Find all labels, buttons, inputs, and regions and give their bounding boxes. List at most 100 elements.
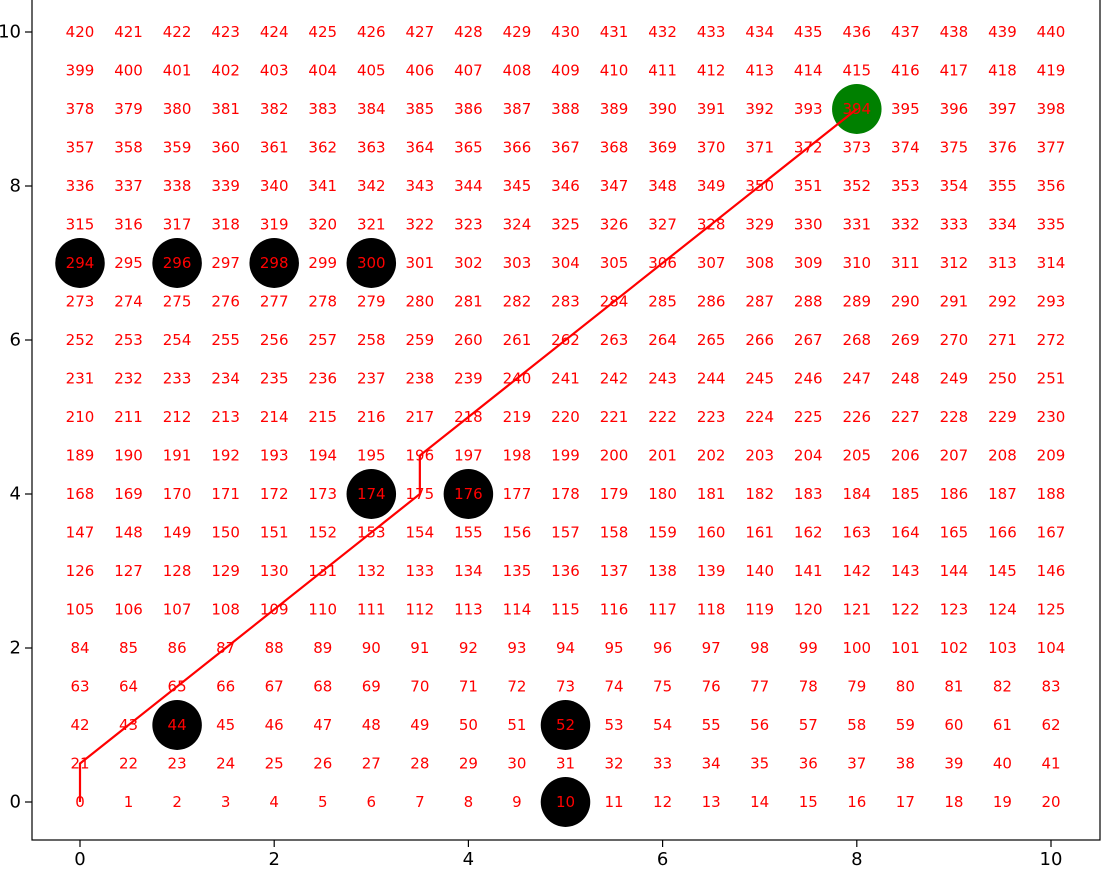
x-tick-label: 6: [657, 849, 668, 870]
obstacle-marker: [55, 238, 105, 288]
cell-label: 234: [211, 370, 240, 388]
cell-label: 267: [794, 331, 823, 349]
cell-label: 12: [653, 793, 672, 811]
cell-label: 418: [988, 62, 1017, 80]
cell-label: 217: [406, 408, 435, 426]
cell-label: 389: [600, 100, 629, 118]
obstacle-label: 10: [556, 793, 575, 811]
cell-label: 157: [551, 524, 580, 542]
cell-label: 105: [66, 601, 95, 619]
cell-label: 186: [940, 485, 969, 503]
cell-label: 90: [362, 639, 381, 657]
cell-label: 440: [1037, 23, 1066, 41]
cell-label: 208: [988, 447, 1017, 465]
cell-label: 410: [600, 62, 629, 80]
cell-label: 55: [702, 716, 721, 734]
cell-label: 295: [114, 254, 143, 272]
cell-label: 281: [454, 293, 483, 311]
cell-label: 268: [842, 331, 871, 349]
cell-label: 211: [114, 408, 143, 426]
cell-label: 309: [794, 254, 823, 272]
cell-label: 251: [1037, 370, 1066, 388]
cell-label: 276: [211, 293, 240, 311]
cell-label: 426: [357, 23, 386, 41]
obstacle-marker: [152, 238, 202, 288]
cell-label: 409: [551, 62, 580, 80]
cell-label: 413: [745, 62, 774, 80]
cell-label: 326: [600, 216, 629, 234]
obstacle-label: 294: [66, 254, 95, 272]
cell-label: 106: [114, 601, 143, 619]
cell-label: 396: [940, 100, 969, 118]
x-tick-label: 4: [463, 849, 474, 870]
cell-label: 143: [891, 562, 920, 580]
cell-label: 264: [648, 331, 677, 349]
cell-label: 233: [163, 370, 192, 388]
cell-label: 193: [260, 447, 289, 465]
cell-label: 380: [163, 100, 192, 118]
x-tick-label: 0: [74, 849, 85, 870]
cell-label: 45: [216, 716, 235, 734]
cell-label: 212: [163, 408, 192, 426]
cell-label: 216: [357, 408, 386, 426]
cell-label: 205: [842, 447, 871, 465]
cell-label: 263: [600, 331, 629, 349]
cell-label: 121: [842, 601, 871, 619]
cell-label: 56: [750, 716, 769, 734]
cell-label: 280: [406, 293, 435, 311]
cell-label: 51: [507, 716, 526, 734]
cell-label: 113: [454, 601, 483, 619]
cell-label: 344: [454, 177, 483, 195]
cell-label: 429: [503, 23, 532, 41]
cell-label: 91: [410, 639, 429, 657]
cell-label: 314: [1037, 254, 1066, 272]
cell-label: 416: [891, 62, 920, 80]
y-axis-ticks: 0 2 4 6 8 10: [0, 22, 32, 813]
cell-label: 144: [940, 562, 969, 580]
cell-label: 315: [66, 216, 95, 234]
obstacle-marker: [540, 700, 591, 750]
cell-label: 3: [221, 793, 231, 811]
cell-label: 290: [891, 293, 920, 311]
cell-label: 28: [410, 755, 429, 773]
cell-label: 80: [896, 678, 915, 696]
cell-label: 269: [891, 331, 920, 349]
cell-label: 312: [940, 254, 969, 272]
cell-label: 30: [507, 755, 526, 773]
cell-label: 254: [163, 331, 192, 349]
cell-label: 431: [600, 23, 629, 41]
cell-label: 161: [745, 524, 774, 542]
cell-label: 229: [988, 408, 1017, 426]
cell-label: 292: [988, 293, 1017, 311]
cell-label: 46: [265, 716, 284, 734]
plot-frame: [31, 0, 1101, 841]
cell-label: 84: [70, 639, 89, 657]
cell-label: 420: [66, 23, 95, 41]
cell-label: 38: [896, 755, 915, 773]
cell-label: 307: [697, 254, 726, 272]
cell-label: 407: [454, 62, 483, 80]
cell-label: 311: [891, 254, 920, 272]
obstacle-label: 44: [168, 716, 187, 734]
y-tick-label: 2: [10, 638, 21, 659]
cell-label: 130: [260, 562, 289, 580]
cell-label: 332: [891, 216, 920, 234]
cell-label: 192: [211, 447, 240, 465]
cell-label: 363: [357, 139, 386, 157]
cell-label: 430: [551, 23, 580, 41]
cell-label: 19: [993, 793, 1012, 811]
cell-label: 221: [600, 408, 629, 426]
cell-label: 415: [842, 62, 871, 80]
cell-label: 48: [362, 716, 381, 734]
cell-label: 83: [1041, 678, 1060, 696]
cell-label: 438: [940, 23, 969, 41]
obstacle-label: 174: [357, 485, 386, 503]
cell-label: 351: [794, 177, 823, 195]
cell-label: 134: [454, 562, 483, 580]
cell-label: 163: [842, 524, 871, 542]
cell-label: 275: [163, 293, 192, 311]
cell-label: 92: [459, 639, 478, 657]
cell-label: 256: [260, 331, 289, 349]
cell-label: 272: [1037, 331, 1066, 349]
cell-label: 382: [260, 100, 289, 118]
